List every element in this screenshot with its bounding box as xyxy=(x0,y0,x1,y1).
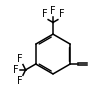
Text: F: F xyxy=(13,65,19,75)
Text: F: F xyxy=(17,76,22,86)
Text: F: F xyxy=(17,54,22,64)
Text: F: F xyxy=(42,9,47,19)
Text: F: F xyxy=(50,6,56,16)
Text: F: F xyxy=(59,9,64,19)
